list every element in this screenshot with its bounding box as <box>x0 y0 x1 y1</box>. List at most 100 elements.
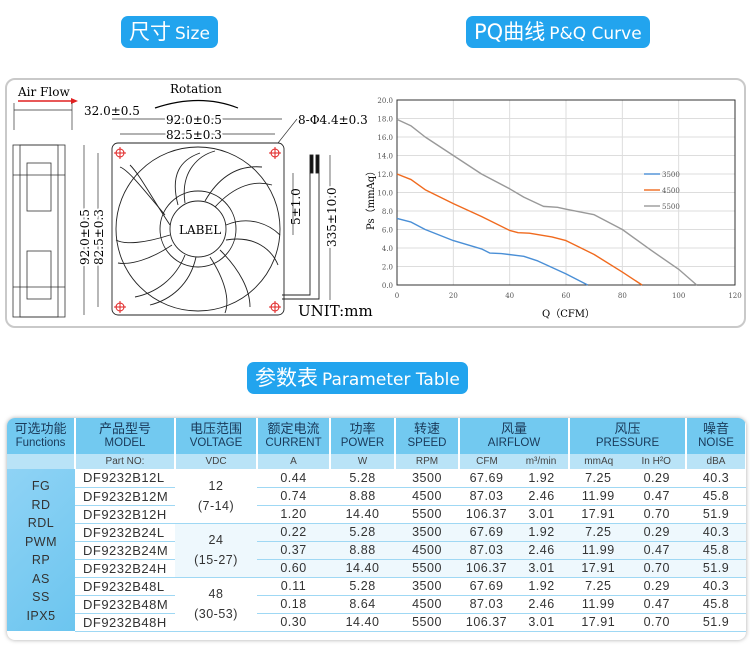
y-tick-label: 14.0 <box>377 153 393 161</box>
value-cell: 87.03 2.46 <box>459 541 569 560</box>
voltage-cell: 24 (15-27) <box>175 523 257 578</box>
column-header-zh: 可选功能 <box>14 421 67 436</box>
value-cell: 0.11 <box>257 577 330 596</box>
table-row: DF9232B24L 24 (15-27) 0.22 5.28 3500 67.69 1.92… <box>7 523 746 578</box>
value-cell: 106.37 3.01 <box>459 505 569 524</box>
value: 1.92 <box>528 525 555 539</box>
x-tick-label: 0 <box>395 292 399 300</box>
column-header-en: VOLTAGE <box>189 437 243 449</box>
value: 7.25 <box>585 470 612 485</box>
voltage-cell: 48 (30-53) <box>175 577 257 632</box>
value-cell: 4500 <box>395 541 459 560</box>
column-header-zh: 风压 <box>614 421 641 436</box>
function-item: SS <box>32 590 50 604</box>
y-tick-label: 12.0 <box>377 171 393 179</box>
value-cell: 17.91 0.70 <box>569 559 686 578</box>
y-tick-label: 4.0 <box>382 245 393 253</box>
model-cell: DF9232B12H <box>75 505 175 524</box>
value: 1.92 <box>528 579 555 593</box>
parameter-table: 可选功能 Functions 产品型号 MODEL 电压范围 VOLTAGE 额定电流 CUR… <box>7 418 746 640</box>
column-header-en: Functions <box>15 437 66 449</box>
value-cell: 67.69 1.92 <box>459 523 569 542</box>
column-header-zh: 额定电流 <box>267 421 320 436</box>
y-tick-label: 6.0 <box>382 227 393 235</box>
voltage-nominal: 12 <box>208 478 224 493</box>
model-cell: DF9232B48L <box>75 577 175 596</box>
function-item: FG <box>31 479 51 493</box>
x-tick-label: 20 <box>449 292 458 300</box>
hole-spec: 8-Φ4.4±0.3 <box>298 113 368 127</box>
column-header-en: NOISE <box>698 437 734 449</box>
value: 0.29 <box>643 470 670 485</box>
value-cell: 8.88 <box>330 487 395 506</box>
height-outer-dimension: 92.0±0.5 <box>78 209 92 265</box>
unit-cell: W <box>330 454 396 469</box>
model-cell: DF9232B12M <box>75 487 175 506</box>
fan-dimension-drawing: Air Flow Rotation 32.0±0.5 92.0±0.5 82.5… <box>12 82 373 320</box>
model-cell: DF9232B48H <box>75 613 175 632</box>
unit-cell <box>7 454 76 469</box>
value: 0.47 <box>643 597 670 611</box>
model-cell: DF9232B48M <box>75 595 175 614</box>
width-hole-dimension: 82.5±0.3 <box>166 128 222 142</box>
y-tick-label: 8.0 <box>382 208 393 216</box>
value-cell: 51.9 <box>686 613 746 632</box>
lead-wires <box>282 154 320 300</box>
value-cell: 5.28 <box>330 577 395 596</box>
column-header-power: 功率 POWER <box>330 418 396 454</box>
value-cell: 67.69 1.92 <box>459 469 569 488</box>
x-axis-label: Q（CFM） <box>542 308 595 320</box>
y-tick-label: 0.0 <box>382 282 393 290</box>
value: 87.03 <box>469 543 504 557</box>
value-cell: 0.30 <box>257 613 330 632</box>
width-outer-dimension: 92.0±0.5 <box>166 113 222 127</box>
value: 11.99 <box>581 597 615 611</box>
value-cell: 106.37 3.01 <box>459 613 569 632</box>
value-cell: 3500 <box>395 523 459 542</box>
value-cell: 11.99 0.47 <box>569 487 686 506</box>
series-line-3500 <box>396 217 589 286</box>
table-row: DF9232B48M 0.18 8.64 4500 87.03 2.46 11.99 0.47… <box>7 595 746 614</box>
value-cell: 17.91 0.70 <box>569 505 686 524</box>
value-cell: 3500 <box>395 469 459 488</box>
value-cell: 7.25 0.29 <box>569 469 686 488</box>
value: 0.29 <box>643 525 670 539</box>
unit-cell: mmAq In H²O <box>569 454 687 469</box>
value-cell: 0.18 <box>257 595 330 614</box>
value-cell: 1.20 <box>257 505 330 524</box>
value-cell: 5500 <box>395 559 459 578</box>
unit-label: mmAq <box>584 456 614 467</box>
value: 67.69 <box>469 525 504 539</box>
value-cell: 51.9 <box>686 559 746 578</box>
airflow-arrowhead <box>71 98 78 104</box>
model-cell: DF9232B12L <box>75 469 175 488</box>
legend-label-3500: 3500 <box>662 171 680 179</box>
column-header-zh: 电压范围 <box>189 421 242 436</box>
column-header-zh: 产品型号 <box>98 421 151 436</box>
value-cell: 14.40 <box>330 559 395 578</box>
column-header-speed: 转速 SPEED <box>395 418 460 454</box>
value: 106.37 <box>465 561 508 575</box>
plot-frame <box>396 99 736 286</box>
table-row: DF9232B12H 1.20 14.40 5500 106.37 3.01 17.91 0.… <box>7 505 746 524</box>
y-tick-label: 10.0 <box>377 190 393 198</box>
column-header-pressure: 风压 PRESSURE <box>569 418 687 454</box>
x-tick-label: 100 <box>672 292 685 300</box>
voltage-cell: 12 (7-14) <box>175 469 257 524</box>
voltage-nominal: 24 <box>208 533 224 547</box>
legend-label-4500: 4500 <box>662 187 680 195</box>
strip-length-dimension: 5±1.0 <box>289 188 303 225</box>
value-cell: 5.28 <box>330 523 395 542</box>
value: 106.37 <box>465 507 508 521</box>
column-header-zh: 转速 <box>413 421 440 436</box>
value-cell: 14.40 <box>330 613 395 632</box>
legend-label-5500: 5500 <box>662 203 680 211</box>
value-cell: 0.74 <box>257 487 330 506</box>
pq-curve-chart: 0 20 40 60 80 100 120 0.0 2.0 4.0 6.0 8.0 10.0 12.0 14… <box>365 97 742 320</box>
value: 7.25 <box>585 525 612 539</box>
model-cell: DF9232B24H <box>75 559 175 578</box>
function-item: RDL <box>27 516 55 530</box>
height-hole-dimension: 82.5±0.3 <box>92 209 106 265</box>
x-tick-label: 80 <box>618 292 627 300</box>
value-cell: 40.3 <box>686 577 746 596</box>
